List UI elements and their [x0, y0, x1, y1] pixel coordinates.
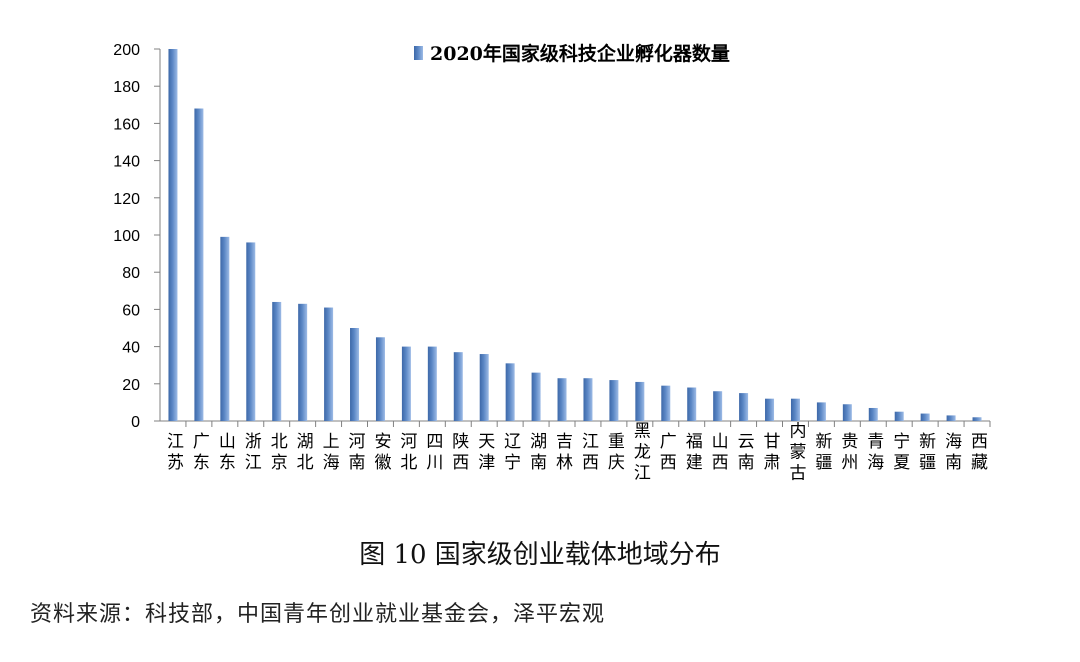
y-tick-label: 180 [113, 79, 140, 96]
bar [868, 407, 878, 421]
legend-swatch [414, 46, 423, 60]
y-tick-label: 200 [113, 42, 140, 59]
x-tick-label: 山西 [708, 432, 728, 474]
bar [894, 411, 904, 421]
bar [816, 402, 826, 421]
x-tick-label: 甘肃 [760, 432, 781, 474]
x-tick-label: 四川 [422, 432, 443, 474]
bar [972, 417, 982, 421]
x-tick-label: 吉林 [552, 432, 573, 474]
y-tick-label: 20 [122, 377, 140, 394]
x-tick-label: 西藏 [967, 432, 988, 474]
y-tick-label: 80 [122, 265, 140, 282]
y-tick-label: 140 [113, 154, 140, 171]
bar [739, 393, 749, 421]
bar [168, 49, 178, 421]
bar [920, 413, 930, 421]
x-tick-label: 新疆 [811, 432, 832, 474]
y-tick-label: 120 [113, 191, 140, 208]
figure-caption: 图 10 国家级创业载体地域分布 [359, 540, 721, 570]
bar [324, 307, 334, 421]
x-tick-label: 广西 [656, 432, 677, 474]
x-tick-label: 天津 [474, 432, 495, 474]
bar [479, 354, 489, 421]
x-tick-label: 江苏 [163, 432, 184, 474]
bar [557, 378, 567, 421]
x-tick-label: 江西 [578, 432, 599, 474]
bar [272, 301, 282, 421]
bar [194, 108, 204, 422]
x-tick-label: 辽宁 [500, 432, 521, 474]
bar [946, 415, 956, 421]
bar [713, 391, 723, 421]
x-tick-label: 青海 [863, 432, 884, 474]
bar [453, 352, 463, 421]
x-tick-label: 福建 [682, 432, 703, 474]
x-tick-label: 北京 [267, 432, 288, 474]
x-tick-label: 内蒙古 [785, 421, 806, 484]
bar [298, 303, 308, 421]
bar [505, 363, 515, 421]
bar [661, 385, 671, 421]
bar [246, 242, 256, 421]
source-note: 资料来源：科技部，中国青年创业就业基金会，泽平宏观 [30, 602, 606, 627]
x-tick-label: 宁夏 [889, 432, 910, 474]
bar [765, 398, 775, 421]
y-tick-label: 60 [122, 302, 140, 319]
y-tick-label: 160 [113, 116, 140, 133]
bar [583, 378, 593, 421]
x-tick-label: 海南 [941, 432, 962, 474]
bar [350, 328, 360, 421]
bar [401, 346, 411, 421]
x-tick-label: 重庆 [604, 432, 625, 474]
bar [842, 404, 852, 421]
x-tick-label: 山东 [215, 432, 235, 474]
x-tick-label: 安徽 [370, 432, 391, 474]
x-tick-label: 黑龙江 [630, 421, 651, 484]
x-tick-label: 河北 [396, 432, 417, 474]
x-tick-label: 湖北 [293, 432, 314, 474]
x-tick-label: 新疆 [915, 432, 936, 474]
x-tick-label: 上海 [319, 432, 340, 474]
bar [687, 387, 697, 421]
bar [375, 337, 385, 421]
x-tick-label: 湖南 [526, 432, 547, 474]
y-tick-label: 0 [131, 414, 140, 431]
bar [531, 372, 541, 421]
x-tick-label: 河南 [345, 432, 366, 474]
bar [427, 346, 437, 421]
bar [635, 381, 645, 421]
x-tick-label: 贵州 [837, 432, 858, 474]
bar-chart: 0 20 40 60 80 100 120 140 160 180 200 江苏 广东 山东 浙江 北京 湖北上… [113, 42, 991, 485]
bar [220, 236, 230, 421]
y-tick-label: 100 [113, 228, 140, 245]
x-tick-label: 广东 [189, 432, 210, 474]
bar [609, 380, 619, 421]
bar [790, 398, 800, 421]
x-tick-label: 陕西 [448, 432, 468, 474]
x-tick-label: 云南 [734, 432, 755, 474]
legend-label: 2020年国家级科技企业孵化器数量 [430, 42, 730, 65]
y-tick-label: 40 [122, 340, 140, 357]
x-tick-label: 浙江 [241, 432, 262, 474]
